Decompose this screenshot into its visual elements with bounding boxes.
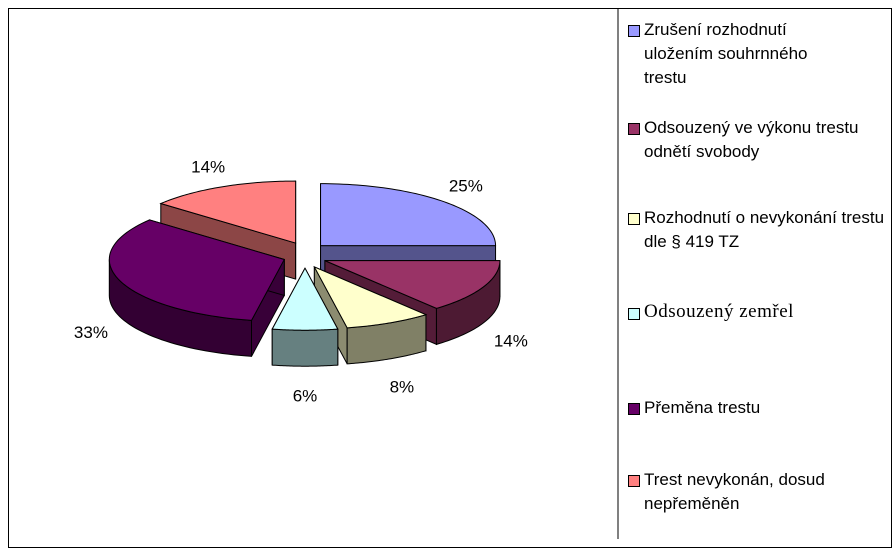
slice-top bbox=[159, 180, 297, 244]
legend-entry: Odsouzený zemřel bbox=[626, 300, 894, 324]
pie-slice bbox=[271, 267, 339, 367]
legend-swatch bbox=[628, 475, 640, 487]
legend-label: Zrušení rozhodnutí uložením souhrnného t… bbox=[644, 20, 808, 87]
data-label: 14% bbox=[191, 158, 225, 177]
legend-label: Trest nevykonán, dosud nepřeměněn bbox=[644, 470, 825, 513]
legend-entry: Zrušení rozhodnutí uložením souhrnného t… bbox=[626, 18, 824, 90]
slice-top bbox=[324, 260, 501, 309]
legend-label: Rozhodnutí o nevykonání trestu dle § 419… bbox=[644, 208, 885, 251]
pie-slice bbox=[108, 219, 286, 357]
data-label: 6% bbox=[293, 387, 318, 406]
data-label: 25% bbox=[449, 177, 483, 196]
legend-swatch bbox=[628, 308, 640, 320]
legend-entry: Trest nevykonán, dosud nepřeměněn bbox=[626, 468, 884, 516]
legend-swatch bbox=[628, 25, 640, 37]
legend-swatch bbox=[628, 213, 640, 225]
legend-label: Odsouzený ve výkonu trestu odnětí svobod… bbox=[644, 118, 859, 161]
data-label: 8% bbox=[390, 377, 415, 396]
slice-outer-wall bbox=[271, 328, 339, 367]
legend-entry: Odsouzený ve výkonu trestu odnětí svobod… bbox=[626, 116, 884, 164]
legend-swatch bbox=[628, 403, 640, 415]
legend-entry: Rozhodnutí o nevykonání trestu dle § 419… bbox=[626, 206, 894, 254]
legend-entry: Přeměna trestu bbox=[626, 396, 894, 420]
slice-top bbox=[108, 219, 286, 321]
data-label: 33% bbox=[74, 323, 108, 342]
data-label: 14% bbox=[494, 331, 528, 350]
slice-top bbox=[313, 265, 428, 329]
legend-swatch bbox=[628, 123, 640, 135]
legend-label: Přeměna trestu bbox=[644, 398, 761, 417]
legend-label: Odsouzený zemřel bbox=[644, 301, 794, 322]
slice-top bbox=[320, 183, 497, 247]
slice-top bbox=[271, 267, 339, 331]
